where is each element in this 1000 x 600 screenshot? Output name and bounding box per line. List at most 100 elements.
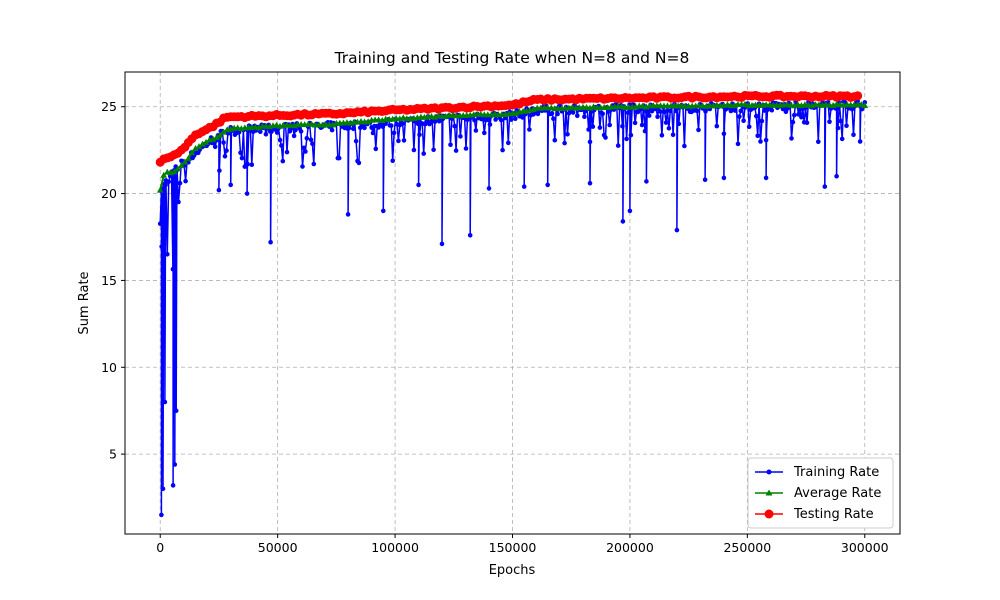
- training-rate-point: [600, 111, 605, 117]
- training-rate-point: [549, 111, 555, 116]
- legend-marker-average: [765, 489, 773, 496]
- training-rate-point: [311, 161, 317, 167]
- training-rate-point: [696, 127, 701, 133]
- training-rate-point: [160, 264, 166, 270]
- training-rate-point: [173, 408, 179, 414]
- training-rate-point: [170, 266, 176, 272]
- average-rate-point: [185, 154, 192, 161]
- training-rate-point: [166, 179, 171, 185]
- training-rate-point: [284, 149, 290, 155]
- training-rate-point: [792, 112, 797, 118]
- training-rate-point: [439, 241, 445, 247]
- average-rate-point: [192, 145, 199, 151]
- training-rate-point: [521, 184, 527, 189]
- training-rate-point: [849, 106, 855, 112]
- training-rate-point: [625, 110, 631, 115]
- training-rate-point: [380, 124, 386, 129]
- training-rate-point: [216, 187, 222, 193]
- training-rate-point: [498, 117, 504, 123]
- training-rate-point: [506, 140, 511, 146]
- average-rate-point: [794, 101, 802, 108]
- training-rate-point: [628, 132, 634, 138]
- training-rate-point: [452, 123, 458, 129]
- average-rate-point: [216, 131, 224, 138]
- x-axis-ticks: 0 50000 100000 150000 200000 250000 300000: [156, 534, 889, 555]
- training-rate-point: [603, 135, 608, 140]
- legend-label-training: Training Rate: [793, 465, 879, 480]
- y-tick-label: 5: [109, 447, 117, 462]
- training-rate-point: [834, 173, 839, 179]
- training-rate-point: [789, 136, 794, 141]
- training-rate-point: [763, 175, 769, 181]
- training-rate-point: [545, 182, 550, 188]
- training-rate-point: [400, 121, 405, 126]
- training-rate-point: [780, 106, 786, 112]
- x-axis-label: Epochs: [489, 563, 536, 578]
- average-rate-point: [188, 149, 196, 156]
- training-rate-point: [676, 121, 682, 127]
- training-rate-point: [714, 123, 720, 129]
- training-rate-point: [221, 140, 226, 145]
- training-rate-point: [356, 160, 362, 166]
- training-rate-point: [162, 399, 168, 405]
- training-rate-point: [799, 114, 804, 120]
- training-rate-point: [620, 124, 625, 129]
- average-rate-point: [174, 165, 182, 172]
- training-rate-point: [222, 154, 228, 159]
- training-rate-point: [702, 177, 708, 182]
- training-rate-point: [551, 116, 556, 121]
- training-rate-point: [513, 116, 518, 121]
- training-rate-point: [746, 124, 752, 130]
- training-rate-point: [279, 143, 284, 148]
- training-rate-point: [644, 179, 649, 184]
- training-rate-point: [217, 168, 222, 173]
- training-rate-point: [268, 239, 273, 245]
- average-rate-point: [209, 135, 217, 142]
- training-rate-point: [238, 150, 243, 155]
- training-rate-point: [301, 145, 307, 151]
- y-tick-label: 10: [101, 360, 117, 375]
- training-rate-point: [790, 119, 796, 125]
- training-rate-point: [482, 130, 487, 136]
- training-rate-point: [293, 127, 298, 133]
- training-rate-point: [172, 462, 178, 467]
- training-rate-point: [552, 137, 558, 143]
- training-rate-point: [170, 483, 176, 488]
- training-rate-point: [575, 113, 580, 119]
- legend-marker-training: [766, 469, 772, 475]
- training-rate-point: [245, 161, 250, 167]
- grid-lines: [125, 72, 900, 534]
- training-rate-point: [249, 162, 255, 167]
- training-rate-point: [796, 112, 801, 117]
- training-rate-point: [212, 144, 218, 150]
- training-rate-point: [804, 120, 810, 125]
- y-tick-label: 15: [101, 273, 117, 288]
- training-rate-point: [431, 147, 436, 152]
- training-rate-point: [421, 151, 427, 156]
- average-rate-point: [156, 186, 164, 193]
- training-rate-point: [310, 141, 315, 146]
- training-rate-point: [565, 132, 570, 137]
- legend-item-training: Training Rate: [755, 465, 879, 480]
- training-rate-point: [448, 142, 453, 148]
- training-rate-point: [527, 127, 532, 132]
- training-rate-point: [735, 141, 741, 147]
- x-tick-label: 50000: [258, 540, 298, 555]
- average-rate-point: [202, 138, 210, 145]
- x-tick-label: 300000: [841, 540, 889, 555]
- training-rate-point: [587, 139, 593, 145]
- average-rate-point: [160, 171, 168, 178]
- training-rate-point: [838, 118, 844, 124]
- training-rate-point: [555, 111, 560, 117]
- training-rate-point: [458, 134, 463, 139]
- training-rate-point: [391, 130, 397, 136]
- training-rate-point: [670, 132, 676, 138]
- average-rate-point: [171, 168, 178, 175]
- average-rate-point: [213, 134, 220, 140]
- training-rate-point: [177, 180, 183, 186]
- training-rate-point: [300, 164, 305, 169]
- training-rate-point: [417, 132, 422, 137]
- training-rate-point: [159, 244, 164, 249]
- average-rate-point: [181, 158, 189, 165]
